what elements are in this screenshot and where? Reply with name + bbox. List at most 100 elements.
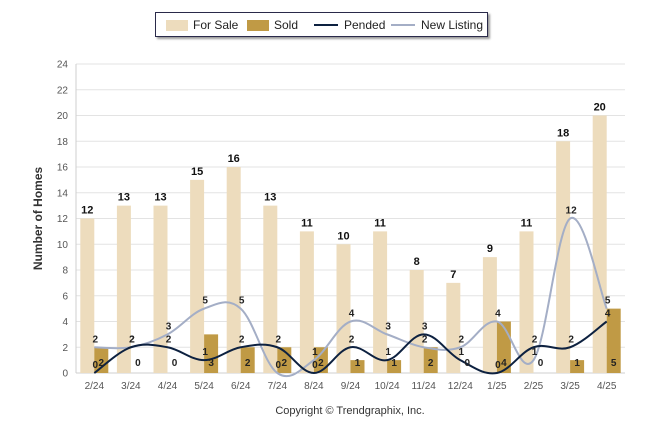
legend-item: For Sale (166, 18, 238, 32)
data-label-sold: 1 (355, 358, 361, 369)
data-label-new-listing: 1 (532, 347, 538, 358)
data-label-pended: 2 (166, 334, 172, 345)
data-label-new-listing: 4 (495, 309, 501, 320)
x-tick-label: 6/24 (231, 381, 251, 392)
data-label-sold: 1 (391, 358, 397, 369)
y-tick-label: 0 (62, 369, 68, 380)
x-tick-label: 8/24 (304, 381, 324, 392)
x-tick-label: 3/25 (560, 381, 580, 392)
data-label-new-listing: 0 (276, 360, 282, 371)
data-label-for-sale: 11 (374, 217, 386, 229)
bar-for-sale (519, 231, 534, 373)
x-tick-label: 4/24 (158, 381, 178, 392)
data-label-new-listing: 5 (202, 296, 208, 307)
x-tick-label: 7/24 (268, 381, 288, 392)
data-label-pended: 2 (129, 334, 135, 345)
data-label-new-listing: 2 (129, 334, 135, 345)
bar-for-sale (80, 218, 95, 373)
x-tick-label: 10/24 (375, 381, 400, 392)
data-label-new-listing: 5 (239, 296, 245, 307)
bar-for-sale (373, 231, 388, 373)
data-label-sold: 0 (465, 358, 471, 369)
data-label-for-sale: 13 (154, 192, 166, 204)
data-label-sold: 4 (501, 358, 507, 369)
data-label-sold: 3 (208, 358, 214, 369)
data-label-pended: 4 (605, 309, 611, 320)
data-label-for-sale: 20 (594, 102, 606, 114)
data-label-sold: 2 (428, 358, 434, 369)
x-tick-label: 2/24 (85, 381, 105, 392)
data-label-sold: 2 (245, 358, 251, 369)
data-label-new-listing: 3 (166, 321, 172, 332)
legend-item: Pended (314, 18, 385, 32)
x-tick-label: 3/24 (121, 381, 141, 392)
y-axis-title: Number of Homes (31, 167, 45, 271)
y-tick-label: 14 (57, 188, 69, 199)
legend-label: New Listing (421, 18, 484, 32)
data-label-sold: 0 (172, 358, 178, 369)
data-label-sold: 2 (99, 358, 105, 369)
legend-label: For Sale (193, 18, 239, 32)
y-tick-label: 22 (57, 85, 69, 96)
x-tick-label: 1/25 (487, 381, 507, 392)
legend-swatch (247, 19, 269, 31)
data-label-pended: 3 (422, 321, 428, 332)
data-label-sold: 0 (135, 358, 141, 369)
data-label-new-listing: 5 (605, 296, 611, 307)
data-label-sold: 1 (574, 358, 580, 369)
legend-swatch (391, 24, 415, 26)
y-tick-label: 24 (57, 60, 69, 71)
data-label-new-listing: 12 (566, 206, 578, 217)
bar-for-sale (190, 179, 205, 373)
data-label-pended: 2 (532, 334, 538, 345)
data-label-new-listing: 1 (312, 347, 318, 358)
bar-for-sale (336, 244, 351, 373)
y-tick-label: 6 (62, 291, 68, 302)
data-label-new-listing: 2 (422, 334, 428, 345)
legend-swatch (314, 24, 338, 26)
bar-sold (387, 360, 402, 373)
x-tick-label: 9/24 (341, 381, 361, 392)
bar-for-sale (556, 141, 571, 373)
data-label-for-sale: 15 (191, 166, 203, 178)
bar-sold (570, 360, 585, 373)
data-label-new-listing: 4 (349, 309, 355, 320)
x-tick-label: 5/24 (194, 381, 214, 392)
chart-legend: For Sale Sold Pended New Listing (155, 12, 488, 37)
legend-item: Sold (247, 18, 298, 32)
bar-sold (350, 360, 365, 373)
x-tick-label: 12/24 (448, 381, 473, 392)
bar-for-sale (482, 257, 497, 373)
data-label-for-sale: 16 (228, 153, 240, 165)
bar-for-sale (263, 205, 278, 373)
data-label-for-sale: 7 (450, 269, 456, 281)
data-label-pended: 0 (312, 360, 318, 371)
x-tick-label: 4/25 (597, 381, 617, 392)
bar-for-sale (153, 205, 168, 373)
data-label-for-sale: 10 (337, 230, 349, 242)
data-label-new-listing: 2 (93, 334, 99, 345)
data-label-for-sale: 11 (521, 217, 533, 229)
data-label-pended: 0 (93, 360, 99, 371)
x-tick-label: 2/25 (524, 381, 544, 392)
legend-label: Pended (344, 18, 386, 32)
data-label-for-sale: 12 (81, 205, 93, 217)
data-label-for-sale: 18 (557, 127, 569, 139)
data-label-pended: 0 (495, 360, 501, 371)
data-label-for-sale: 8 (414, 256, 420, 268)
data-label-new-listing: 2 (459, 334, 465, 345)
bar-for-sale (116, 205, 131, 373)
bar-for-sale (592, 115, 607, 373)
data-label-pended: 2 (568, 334, 574, 345)
data-label-sold: 5 (611, 358, 617, 369)
data-label-pended: 1 (385, 347, 391, 358)
y-tick-label: 18 (57, 137, 69, 148)
y-tick-label: 2 (62, 343, 68, 354)
y-tick-label: 8 (62, 266, 68, 277)
data-label-pended: 2 (276, 334, 282, 345)
data-label-for-sale: 9 (487, 243, 493, 255)
legend-swatch (166, 19, 188, 31)
y-tick-label: 4 (62, 317, 68, 328)
bar-for-sale (299, 231, 314, 373)
